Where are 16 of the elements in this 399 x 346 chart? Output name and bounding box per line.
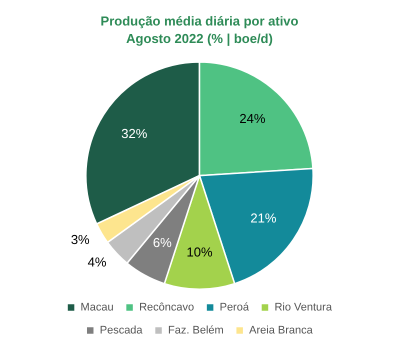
data-label: 24% (239, 110, 266, 126)
data-label: 3% (70, 232, 90, 248)
data-label: 10% (186, 244, 213, 260)
legend-label: Peroá (220, 302, 250, 314)
data-label: 32% (121, 126, 148, 141)
legend-label: Areia Branca (249, 324, 314, 337)
data-label: 6% (152, 234, 172, 250)
legend-label: Recôncavo (139, 302, 194, 314)
legend-label: Faz. Belém (168, 324, 224, 337)
data-label: 21% (250, 210, 277, 226)
chart-title: Produção média diária por ativo (100, 13, 299, 28)
chart-subtitle: Agosto 2022 (% | boe/d) (126, 30, 273, 46)
legend-label: Pescada (100, 324, 144, 337)
legend-label: Macau (80, 302, 114, 314)
legend-label: Rio Ventura (274, 302, 333, 314)
data-label: 4% (88, 254, 107, 270)
